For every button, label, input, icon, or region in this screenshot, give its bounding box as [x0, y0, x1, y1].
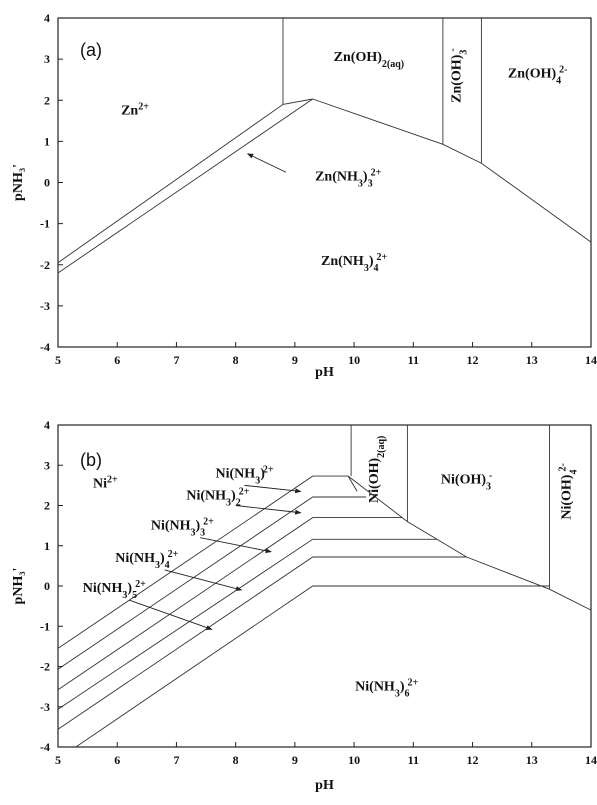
x-tick-label: 9 [292, 753, 298, 767]
x-tick-label: 12 [467, 353, 479, 367]
phase-boundary-line [57, 517, 402, 691]
species-region-label: Ni2+ [93, 474, 118, 492]
y-axis-label: pNH₃' [11, 568, 26, 605]
phase-boundary-line [57, 496, 366, 670]
phase-boundary-line [312, 98, 592, 243]
species-region-label: Zn(NH3)32+ [315, 167, 381, 189]
species-region-label: Zn(OH)2(aq) [334, 50, 404, 70]
species-region-label: Ni(OH)2(aq) [367, 436, 387, 503]
phase-boundary-line [57, 556, 467, 730]
x-tick-label: 13 [526, 753, 538, 767]
x-tick-label: 10 [348, 353, 360, 367]
x-tick-label: 13 [526, 353, 538, 367]
phase-boundary-line [57, 98, 313, 274]
x-tick-label: 6 [114, 753, 120, 767]
y-tick-label: 4 [44, 418, 50, 432]
x-tick-label: 7 [173, 753, 179, 767]
phase-boundary-line [57, 538, 437, 710]
species-arrow [164, 569, 243, 592]
y-tick-label: -1 [40, 619, 50, 633]
x-tick-label: 7 [173, 353, 179, 367]
x-tick-label: 14 [585, 753, 597, 767]
phase-boundary-line [57, 475, 358, 649]
y-tick-label: -4 [40, 340, 50, 354]
y-tick-label: -4 [40, 740, 50, 754]
species-region-label: Ni(OH)3- [441, 470, 492, 492]
species-region-label: Ni(NH3)62+ [355, 677, 418, 699]
species-region-label: Zn(OH)42- [508, 64, 568, 86]
x-tick-label: 11 [408, 753, 419, 767]
y-tick-label: 4 [44, 11, 50, 25]
species-region-label: Ni(NH3)42+ [115, 548, 178, 570]
species-arrow [246, 153, 287, 173]
x-axis-label: pH [315, 778, 334, 793]
x-tick-label: 11 [408, 353, 419, 367]
y-tick-label: 1 [44, 134, 50, 148]
x-tick-label: 14 [585, 353, 597, 367]
y-tick-label: 0 [44, 579, 50, 593]
x-tick-label: 9 [292, 353, 298, 367]
panel-b: 5 6 7 8 9 10 11 12 13 1443210-1-2-3-4pHpNH₃'(b)Ni… [11, 418, 597, 793]
x-tick-label: 5 [55, 353, 61, 367]
y-axis-label: pNH₃' [11, 164, 26, 201]
y-tick-label: 0 [44, 176, 50, 190]
y-tick-label: -1 [40, 217, 50, 231]
panel-label: (b) [80, 450, 102, 470]
x-axis-label: pH [315, 365, 334, 380]
y-tick-label: -3 [40, 700, 50, 714]
x-tick-label: 12 [467, 753, 479, 767]
y-tick-label: -3 [40, 299, 50, 313]
panel-label: (a) [80, 40, 102, 60]
x-tick-label: 8 [233, 353, 239, 367]
y-tick-label: 3 [44, 52, 50, 66]
species-region-label: Ni(NH3)52+ [83, 579, 146, 601]
y-tick-label: -2 [40, 660, 50, 674]
species-region-label: Zn(OH)3- [447, 48, 469, 103]
x-tick-label: 10 [348, 753, 360, 767]
phase-boundary-line [75, 585, 550, 748]
species-region-label: Zn(NH3)42+ [321, 251, 387, 273]
species-region-label: Ni(NH3)22+ [186, 486, 249, 508]
species-arrow [235, 505, 302, 515]
species-region-label: Zn2+ [121, 101, 149, 119]
y-tick-label: 2 [44, 93, 50, 107]
panel-a: 5 6 7 8 9 10 11 12 13 1443210-1-2-3-4pHpNH₃'(a)Zn… [11, 11, 597, 380]
y-tick-label: 2 [44, 499, 50, 513]
y-tick-label: -2 [40, 258, 50, 272]
species-arrow [128, 599, 213, 630]
species-arrow [200, 537, 272, 554]
species-region-label: Ni(NH3)2+ [216, 464, 274, 486]
species-region-label: Ni(NH3)32+ [151, 516, 214, 538]
phase-boundary-line [57, 98, 313, 264]
y-tick-label: 1 [44, 539, 50, 553]
phase-boundary-line [347, 475, 592, 611]
x-tick-label: 8 [233, 753, 239, 767]
species-arrow [244, 484, 302, 494]
species-region-label: Ni(OH)42- [557, 463, 579, 519]
x-tick-label: 6 [114, 353, 120, 367]
y-tick-label: 3 [44, 458, 50, 472]
x-tick-label: 5 [55, 753, 61, 767]
